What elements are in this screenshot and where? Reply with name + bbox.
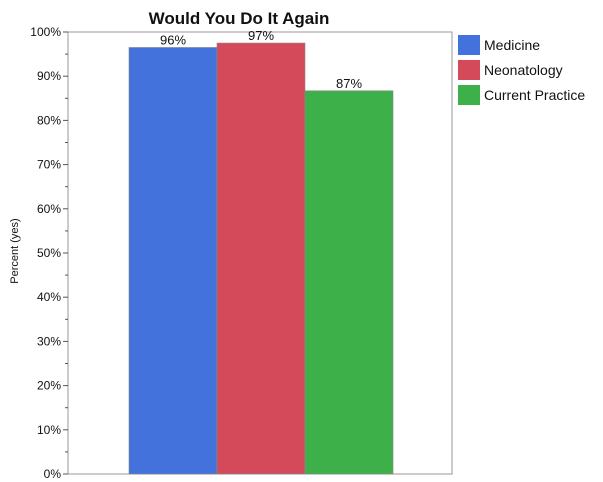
data-labels: 96% 97% 87%	[160, 28, 362, 91]
y-tick-label: 50%	[37, 246, 61, 260]
legend-swatch-current-practice	[458, 85, 480, 105]
bar-current-practice	[304, 90, 394, 475]
y-tick-label: 100%	[30, 25, 61, 39]
y-axis: 0% 10% 20% 30% 40% 50% 60% 70% 80% 90% 100%	[30, 25, 68, 481]
y-axis-label: Percent (yes)	[9, 218, 21, 283]
legend-label-current-practice: Current Practice	[484, 87, 585, 103]
y-tick-label: 80%	[37, 113, 61, 127]
bars	[128, 42, 394, 475]
y-tick-label: 90%	[37, 69, 61, 83]
y-tick-label: 70%	[37, 158, 61, 172]
data-label-current-practice: 87%	[336, 76, 362, 91]
data-label-neonatology: 97%	[248, 28, 274, 43]
y-tick-label: 60%	[37, 202, 61, 216]
bar-neonatology	[216, 42, 306, 475]
legend-label-medicine: Medicine	[484, 37, 540, 53]
legend-label-neonatology: Neonatology	[484, 62, 563, 78]
y-tick-label: 0%	[44, 467, 62, 481]
legend-swatch-neonatology	[458, 60, 480, 80]
data-label-medicine: 96%	[160, 32, 186, 47]
legend: Medicine Neonatology Current Practice	[458, 35, 585, 105]
y-tick-label: 10%	[37, 423, 61, 437]
y-tick-label: 20%	[37, 379, 61, 393]
bar-medicine	[128, 47, 218, 475]
legend-swatch-medicine	[458, 35, 480, 55]
chart-title: Would You Do It Again	[149, 9, 330, 28]
y-tick-label: 40%	[37, 290, 61, 304]
y-tick-label: 30%	[37, 334, 61, 348]
